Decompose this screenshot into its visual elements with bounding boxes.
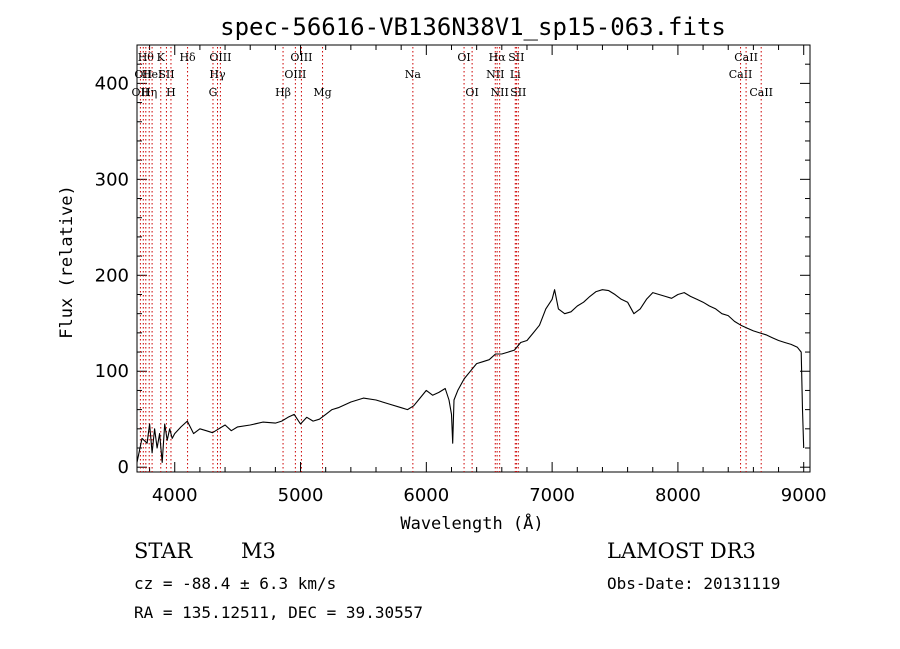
spectral-line-label: CaII [729,68,753,81]
spectral-line-label: NII [491,86,509,99]
spectral-line-label: Hα [489,51,507,64]
plot-frame [136,44,811,473]
spectral-line-label: SII [158,68,174,81]
x-tick-label: 6000 [403,485,449,506]
chart-title: spec-56616-VB136N38V1_sp15-063.fits [220,13,726,41]
spectral-line-label: HeI [142,68,162,81]
y-tick-label: 0 [118,457,129,478]
spectral-line-label: CaII [749,86,773,99]
x-tick-label: 5000 [278,485,324,506]
spectral-line-label: NII [486,68,504,81]
spectral-line-label: OIII [209,51,231,64]
spectral-line-label: Na [405,68,422,81]
spectral-line-label: SII [510,86,526,99]
object-subclass: M3 [241,539,276,563]
x-tick-label: 8000 [655,485,701,506]
spectral-line-label: Hδ [179,51,196,64]
spectrum-line [136,289,805,463]
spectral-line-label: K [157,51,166,64]
spectral-line-label: OIII [290,51,312,64]
y-tick-label: 200 [95,265,129,286]
y-tick-label: 400 [95,73,129,94]
x-tick-label: 4000 [152,485,198,506]
sky-coordinates: RA = 135.12511, DEC = 39.30557 [134,603,423,622]
survey-name: LAMOST DR3 [607,539,756,563]
x-tick-label: 7000 [529,485,575,506]
spectral-line-label: Hθ [138,51,155,64]
redshift-velocity: cz = -88.4 ± 6.3 km/s [134,574,337,593]
spectral-line-label: Hγ [209,68,226,81]
spectral-line-label: OIII [284,68,306,81]
observation-date: Obs-Date: 20131119 [607,574,781,593]
spectral-line-label: G [209,86,218,99]
spectral-line-label: OII [132,86,150,99]
spectral-line-label: H [166,86,176,99]
x-tick-label: 9000 [781,485,827,506]
object-class: STAR [134,539,193,563]
spectral-line-label: Li [510,68,521,81]
x-axis-label: Wavelength (Å) [400,512,543,534]
spectral-line-label: OII [134,68,152,81]
spectral-line-label: Hη [141,86,157,99]
spectral-line-label: SII [508,51,524,64]
spectral-line-label: OI [457,51,470,64]
spectral-line-label: Mg [313,86,331,99]
y-tick-label: 100 [95,361,129,382]
spectral-line-label: OI [465,86,478,99]
spectral-line-label: Hβ [275,86,291,99]
spectral-line-label: CaII [734,51,758,64]
y-axis-label: Flux (relative) [57,185,77,339]
y-tick-label: 300 [95,169,129,190]
